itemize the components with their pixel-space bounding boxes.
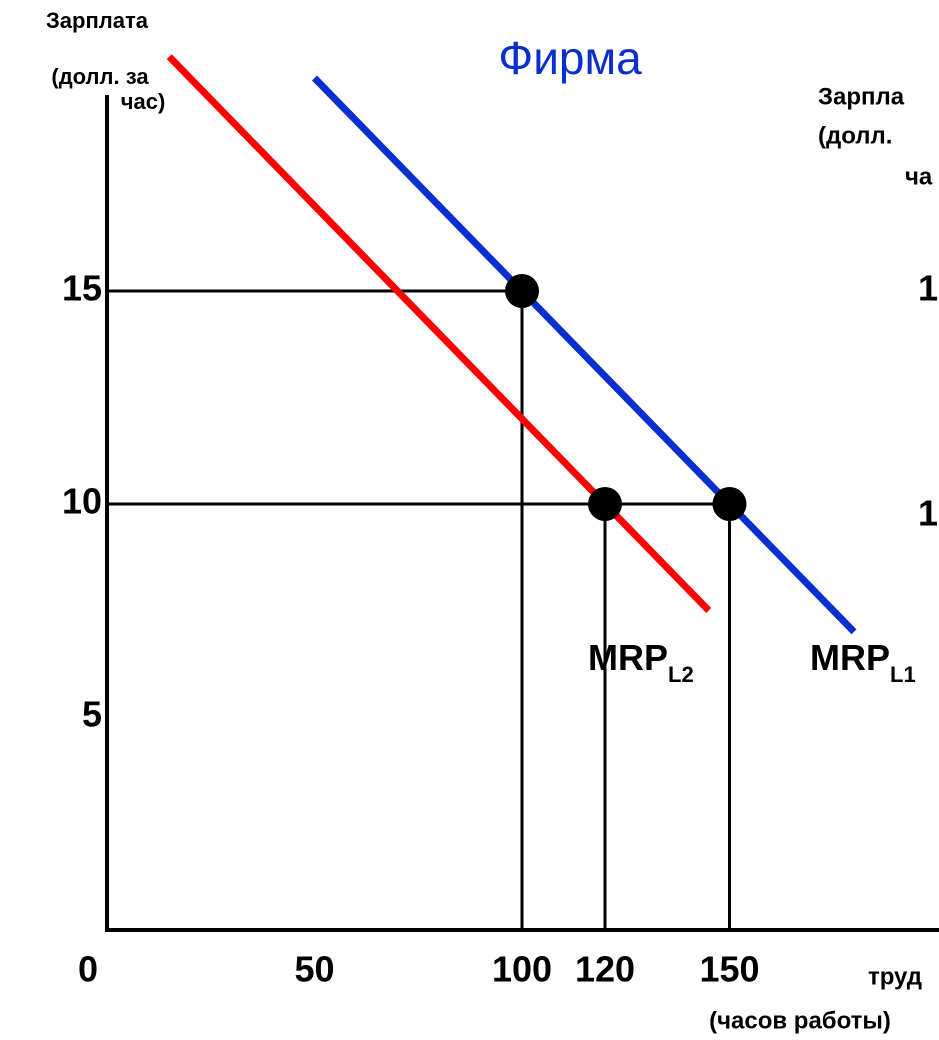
right-panel-tick: 1 bbox=[918, 493, 938, 534]
mrp-line bbox=[166, 54, 712, 613]
y-axis-label: (долл. за bbox=[51, 64, 149, 89]
right-panel-label: Зарпла bbox=[818, 83, 905, 110]
y-tick-label: 5 bbox=[82, 694, 102, 735]
right-panel-tick: 1 bbox=[918, 268, 938, 309]
mrp-line bbox=[311, 75, 857, 635]
x-tick-label: 120 bbox=[575, 949, 635, 990]
series-subscript: L2 bbox=[668, 662, 694, 687]
point bbox=[505, 274, 539, 308]
y-axis-label: час) bbox=[121, 89, 166, 114]
point bbox=[588, 487, 622, 521]
x-axis-label: труд bbox=[868, 963, 922, 990]
series-name: MRP bbox=[588, 637, 668, 678]
y-tick-label: 10 bbox=[62, 481, 102, 522]
series-name: MRP bbox=[810, 637, 890, 678]
chart-title: Фирма bbox=[498, 32, 642, 84]
x-tick-label: 100 bbox=[492, 949, 552, 990]
x-axis-label: (часов работы) bbox=[709, 1007, 891, 1034]
y-tick-label: 15 bbox=[62, 268, 102, 309]
series-label: MRPL1 bbox=[810, 637, 916, 687]
x-tick-label: 150 bbox=[699, 949, 759, 990]
right-panel-label: (долл. bbox=[818, 122, 892, 149]
x-tick-label: 50 bbox=[294, 949, 334, 990]
y-axis-label: Зарплата bbox=[46, 8, 149, 33]
point bbox=[712, 487, 747, 521]
series-label: MRPL2 bbox=[588, 637, 694, 687]
right-panel-label: ча bbox=[905, 163, 933, 190]
x-tick-label: 0 bbox=[78, 949, 98, 990]
series-subscript: L1 bbox=[890, 662, 916, 687]
